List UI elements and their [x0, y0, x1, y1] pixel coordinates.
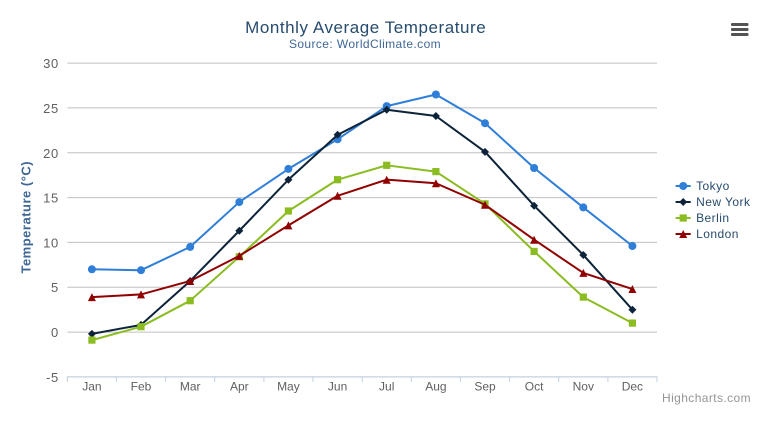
svg-text:Mar: Mar [180, 380, 201, 394]
svg-text:London: London [696, 227, 739, 241]
svg-text:Feb: Feb [131, 380, 152, 394]
svg-text:Tokyo: Tokyo [696, 179, 730, 193]
svg-text:20: 20 [43, 146, 59, 161]
svg-text:Dec: Dec [622, 380, 643, 394]
svg-text:-5: -5 [46, 370, 59, 385]
svg-text:30: 30 [43, 56, 59, 71]
svg-text:Berlin: Berlin [696, 211, 729, 225]
svg-text:Source: WorldClimate.com: Source: WorldClimate.com [289, 37, 441, 51]
svg-text:Sep: Sep [474, 380, 496, 394]
svg-text:May: May [277, 380, 300, 394]
svg-text:Monthly Average Temperature: Monthly Average Temperature [245, 18, 486, 37]
svg-text:0: 0 [51, 325, 59, 340]
svg-text:15: 15 [43, 191, 59, 206]
svg-text:Apr: Apr [230, 380, 249, 394]
svg-text:New York: New York [696, 195, 751, 209]
svg-text:Aug: Aug [425, 380, 446, 394]
svg-text:25: 25 [43, 101, 59, 116]
svg-text:Temperature (°C): Temperature (°C) [19, 161, 34, 274]
svg-text:Jan: Jan [82, 380, 101, 394]
svg-text:Jun: Jun [328, 380, 347, 394]
svg-text:Oct: Oct [525, 380, 544, 394]
svg-text:Highcharts.com: Highcharts.com [662, 391, 751, 405]
svg-text:10: 10 [43, 235, 59, 250]
svg-text:Jul: Jul [379, 380, 394, 394]
svg-text:Nov: Nov [573, 380, 594, 394]
svg-text:5: 5 [51, 280, 59, 295]
